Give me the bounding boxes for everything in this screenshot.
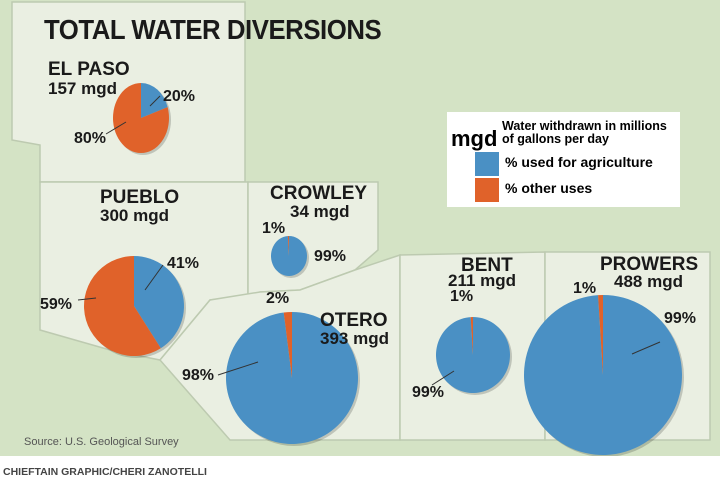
county-map: [0, 0, 720, 456]
pct-label-other-pueblo: 59%: [40, 296, 73, 313]
leader-line-agriculture-pueblo: [144, 264, 164, 291]
county-name-prowers: PROWERS: [600, 254, 699, 275]
county-name-otero: OTERO: [320, 310, 388, 331]
county-mgd-el-paso: 157 mgd: [48, 79, 117, 98]
county-name-pueblo: PUEBLO: [100, 187, 180, 208]
county-mgd-otero: 393 mgd: [320, 329, 389, 348]
county-name-el-paso: EL PASO: [48, 59, 130, 80]
pie-slice-agriculture-bent: [436, 317, 511, 393]
county-mgd-bent: 211 mgd: [448, 271, 517, 290]
legend-unit-description: Water withdrawn in millions of gallons p…: [502, 119, 667, 146]
pie-slice-other-el-paso: [113, 83, 170, 153]
pie-slice-agriculture-pueblo: [134, 256, 184, 349]
pie-slice-agriculture-otero: [226, 312, 359, 444]
leader-line-other-pueblo: [77, 297, 97, 301]
legend-swatch-agriculture: [475, 152, 499, 176]
pct-label-other-otero: 2%: [266, 290, 290, 307]
leader-line-other-el-paso: [105, 121, 127, 135]
leader-line-agriculture-prowers: [631, 341, 661, 355]
pie-slice-agriculture-el-paso: [141, 83, 168, 118]
pct-label-agriculture-pueblo: 41%: [167, 255, 200, 272]
pct-label-other-bent: 1%: [450, 288, 474, 305]
leader-line-agriculture-el-paso: [149, 95, 161, 107]
pct-label-agriculture-el-paso: 20%: [163, 88, 196, 105]
legend-unit: mgd: [451, 126, 498, 151]
pct-label-agriculture-otero: 98%: [182, 367, 215, 384]
leader-line-agriculture-otero: [217, 361, 259, 376]
pct-label-agriculture-prowers: 99%: [664, 310, 697, 327]
county-name-bent: BENT: [461, 255, 513, 276]
legend-label-other: % other uses: [505, 180, 593, 196]
county-mgd-crowley: 34 mgd: [290, 202, 350, 221]
pie-slice-agriculture-crowley: [271, 236, 308, 276]
legend-label-agriculture: % used for agriculture: [505, 154, 653, 170]
pie-slice-agriculture-prowers: [524, 295, 683, 456]
source-note: Source: U.S. Geological Survey: [24, 436, 179, 448]
legend-swatch-other: [475, 178, 499, 202]
pie-slice-other-pueblo: [84, 256, 161, 356]
pct-label-other-el-paso: 80%: [74, 130, 107, 147]
pct-label-agriculture-bent: 99%: [412, 384, 445, 401]
pie-slice-other-bent: [470, 317, 473, 355]
chart-title: TOTAL WATER DIVERSIONS: [44, 14, 382, 45]
pie-slice-other-crowley: [287, 236, 289, 256]
legend: mgd Water withdrawn in millions of gallo…: [447, 112, 680, 207]
leader-line-agriculture-bent: [431, 370, 455, 386]
graphic-credit: CHIEFTAIN GRAPHIC/CHERI ZANOTELLI: [3, 466, 207, 478]
county-name-crowley: CROWLEY: [270, 183, 368, 204]
county-mgd-prowers: 488 mgd: [614, 272, 683, 291]
pct-label-other-crowley: 1%: [262, 220, 286, 237]
pie-slice-other-prowers: [598, 295, 603, 375]
pct-label-other-prowers: 1%: [573, 280, 597, 297]
pie-slice-other-otero: [283, 312, 292, 378]
county-mgd-pueblo: 300 mgd: [100, 206, 169, 225]
pct-label-agriculture-crowley: 99%: [314, 248, 347, 265]
